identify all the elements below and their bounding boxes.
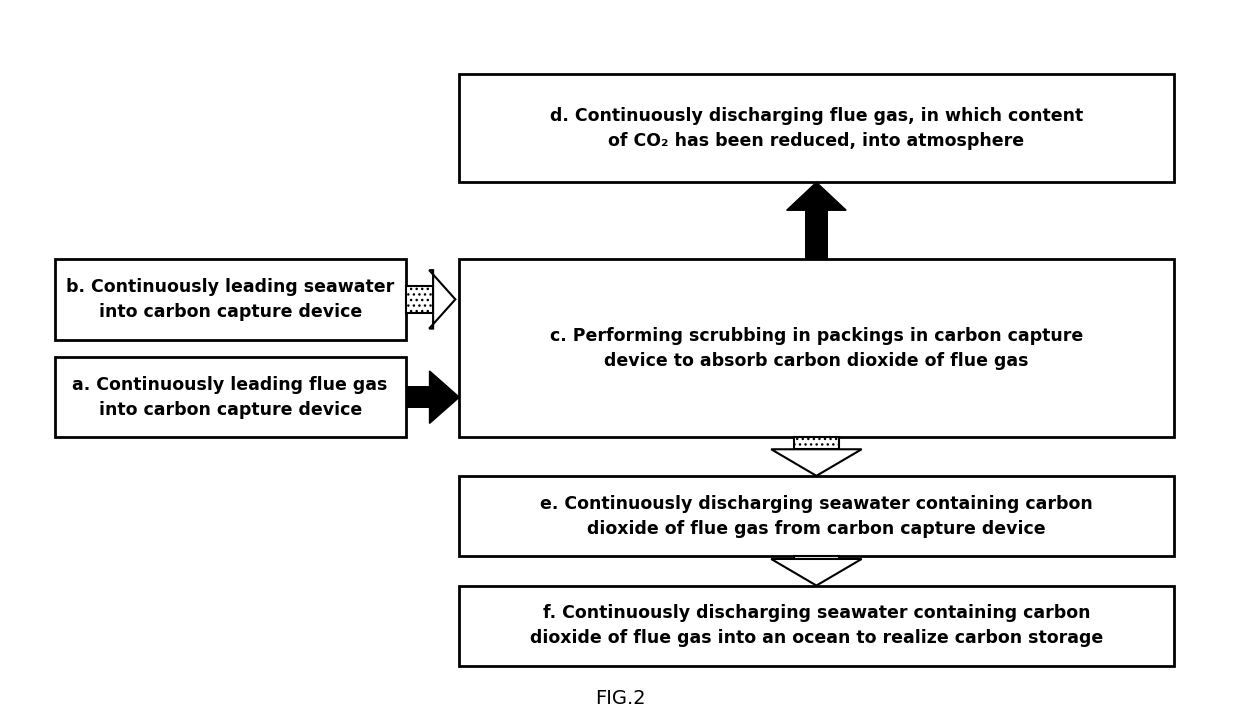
- Bar: [794, 438, 839, 449]
- Polygon shape: [786, 182, 846, 210]
- Text: c. Performing scrubbing in packings in carbon capture
device to absorb carbon di: c. Performing scrubbing in packings in c…: [549, 327, 1083, 370]
- FancyBboxPatch shape: [55, 259, 405, 339]
- Bar: [805, 210, 828, 259]
- FancyBboxPatch shape: [459, 74, 1173, 182]
- Text: e. Continuously discharging seawater containing carbon
dioxide of flue gas from : e. Continuously discharging seawater con…: [541, 494, 1092, 537]
- FancyBboxPatch shape: [459, 476, 1173, 556]
- Text: f. Continuously discharging seawater containing carbon
dioxide of flue gas into : f. Continuously discharging seawater con…: [529, 604, 1104, 647]
- FancyBboxPatch shape: [459, 259, 1173, 438]
- Polygon shape: [771, 559, 862, 585]
- Bar: [405, 286, 433, 312]
- FancyBboxPatch shape: [459, 585, 1173, 666]
- Bar: [405, 386, 429, 408]
- Text: FIG.2: FIG.2: [595, 689, 645, 708]
- Polygon shape: [771, 449, 862, 476]
- Text: b. Continuously leading seawater
into carbon capture device: b. Continuously leading seawater into ca…: [66, 278, 394, 321]
- Text: d. Continuously discharging flue gas, in which content
of CO₂ has been reduced, : d. Continuously discharging flue gas, in…: [549, 106, 1083, 150]
- FancyArrow shape: [429, 270, 455, 328]
- FancyBboxPatch shape: [55, 357, 405, 438]
- Bar: [794, 556, 839, 559]
- Text: a. Continuously leading flue gas
into carbon capture device: a. Continuously leading flue gas into ca…: [72, 376, 388, 419]
- Polygon shape: [429, 371, 459, 424]
